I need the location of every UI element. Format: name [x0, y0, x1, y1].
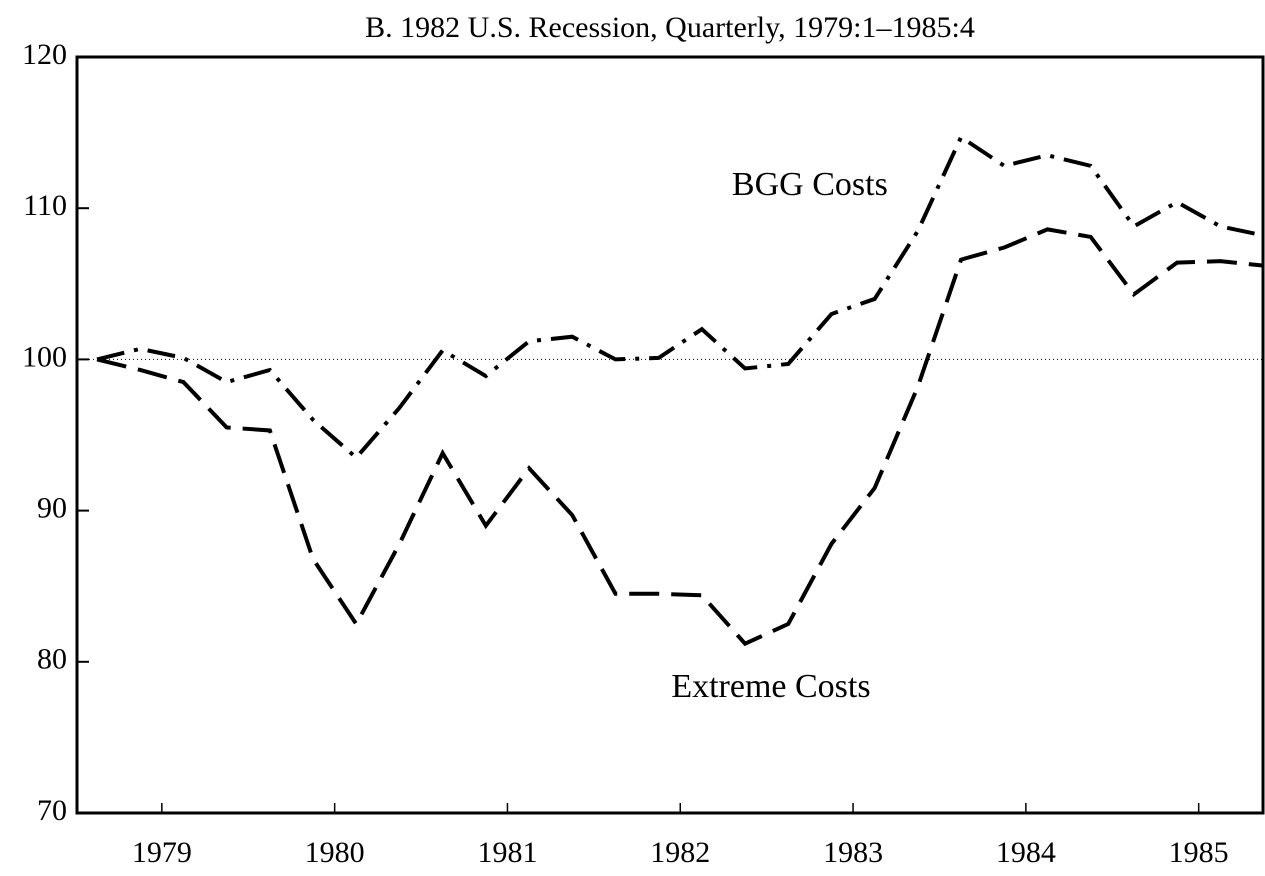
x-tick-label: 1985 — [1169, 836, 1229, 869]
x-tick-label: 1980 — [305, 836, 365, 869]
chart-title: B. 1982 U.S. Recession, Quarterly, 1979:… — [365, 11, 975, 44]
data-line — [96, 227, 1264, 647]
y-tick-label: 80 — [37, 643, 67, 676]
x-tick-label: 1984 — [996, 836, 1056, 869]
annotation: Extreme Costs — [671, 668, 870, 705]
y-tick-label: 100 — [22, 340, 67, 373]
x-tick-label: 1982 — [650, 836, 710, 869]
y-tick-label: 90 — [37, 491, 67, 524]
y-tick-label: 120 — [22, 38, 67, 71]
x-tick-label: 1979 — [132, 836, 192, 869]
x-tick-label: 1983 — [823, 836, 883, 869]
y-tick-label: 70 — [37, 794, 67, 827]
annotation: BGG Costs — [732, 166, 888, 203]
plot-frame — [75, 55, 1265, 815]
x-tick-label: 1981 — [477, 836, 537, 869]
y-tick-label: 110 — [23, 189, 67, 222]
data-line — [96, 134, 1264, 461]
